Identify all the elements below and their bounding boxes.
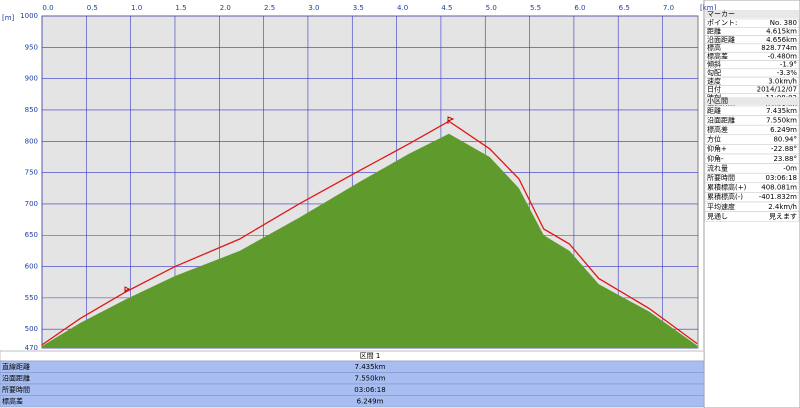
x-tick-label: 4.0 <box>397 4 408 12</box>
panel-row <box>704 211 800 222</box>
panel-label: 傾斜 <box>707 60 721 69</box>
x-tick-label: 0.5 <box>87 4 98 12</box>
panel-value: -22.88° <box>771 145 797 153</box>
panel-value: 828.774m <box>761 44 797 52</box>
panel-label: 標高差 <box>707 125 728 134</box>
panel-value: 7.435km <box>766 107 797 115</box>
table-label: 所要時間 <box>2 385 30 394</box>
panel-label: 方位 <box>707 135 721 144</box>
panel-header <box>705 10 799 18</box>
panel-value: 408.081m <box>761 184 797 192</box>
y-tick-label: 800 <box>25 137 38 145</box>
panel-value: 03:06:18 <box>766 174 797 182</box>
table-row <box>0 360 705 373</box>
x-tick-label: 6.5 <box>619 4 630 12</box>
panel-label: 所要時間 <box>707 173 735 182</box>
table-value: 03:06:18 <box>354 386 385 394</box>
panel-value: No. 380 <box>770 19 797 27</box>
route-line <box>41 120 698 346</box>
plot <box>41 120 698 348</box>
panel-title: マーカー <box>707 10 735 18</box>
table-row <box>0 372 705 385</box>
table-label: 直線距離 <box>2 362 30 371</box>
panel-label: 累積標高(+) <box>707 183 747 192</box>
panel-label: 沿面距離 <box>707 35 735 44</box>
table-row <box>0 383 705 396</box>
y-tick-label: 750 <box>25 169 38 177</box>
panel-label: 仰角+ <box>707 144 727 153</box>
x-tick-label: 2.0 <box>220 4 231 12</box>
panel-label: 標高 <box>707 43 721 52</box>
x-tick-label: 5.5 <box>530 4 541 12</box>
y-tick-label: 1000 <box>20 12 38 20</box>
panel-value: 2014/12/07 <box>757 86 797 94</box>
panel-label: ポイント: <box>707 19 737 27</box>
panel-label: 距離 <box>707 106 721 115</box>
x-tick-label: 1.0 <box>131 4 142 12</box>
panel-value: -0m <box>783 164 797 172</box>
x-unit: [km] <box>700 4 717 12</box>
panel-value: 4.615km <box>766 27 797 35</box>
table-label: 標高差 <box>2 397 23 406</box>
panel-value: -401.832m <box>759 193 797 201</box>
panel-label: 流れ量 <box>707 163 728 172</box>
x-tick-label: 5.0 <box>486 4 497 12</box>
y-tick-label: 600 <box>25 263 38 271</box>
panel-value: -3.3% <box>777 69 798 77</box>
y-tick-label: 550 <box>25 294 38 302</box>
y-tick-label: 950 <box>25 43 38 51</box>
y-tick-label: 470 <box>25 344 38 352</box>
panel-value: -1.9° <box>780 61 797 69</box>
y-tick-label: 700 <box>25 200 38 208</box>
panel-value: -0.480m <box>768 52 798 60</box>
panel-value: 見えます <box>769 212 797 220</box>
panel-value: 7.550km <box>766 116 797 124</box>
panel-label: 標高差 <box>707 51 728 60</box>
table-header <box>0 350 705 362</box>
y-tick-label: 850 <box>25 106 38 114</box>
panel-value: 80.94° <box>773 136 797 144</box>
panel-label: 経過時間 <box>707 101 735 110</box>
y-unit: [m] <box>2 14 15 22</box>
y-tick-label: 500 <box>25 325 38 333</box>
panel-header <box>705 97 799 105</box>
panel-label: 勾配 <box>707 68 721 77</box>
panel-label: 速度 <box>707 76 721 85</box>
panel-title: 小区間 <box>707 96 728 105</box>
panel-value: 4.656km <box>766 36 797 44</box>
x-tick-label: 0.0 <box>42 4 53 12</box>
table-value: 7.550km <box>355 375 386 383</box>
table-label: 沿面距離 <box>2 374 30 383</box>
panel-value: 2.4km/h <box>768 203 797 211</box>
panel-label: 累積標高(-) <box>707 192 743 201</box>
panel-value: 6.249m <box>770 126 797 134</box>
panel-label: 距離 <box>707 26 721 35</box>
x-tick-label: 3.0 <box>308 4 319 12</box>
table-row <box>0 395 705 408</box>
x-tick-label: 6.0 <box>574 4 585 12</box>
table-title: 区間 1 <box>360 352 381 360</box>
marker-flag <box>124 116 455 293</box>
panel-label: 見通し <box>707 211 728 220</box>
terrain-area <box>42 133 698 348</box>
y-tick-label: 900 <box>25 75 38 83</box>
panel-value: 3.0km/h <box>768 77 797 85</box>
x-tick-label: 7.0 <box>663 4 674 12</box>
panel-label: 仰角- <box>707 154 724 163</box>
table: 区間 1 直線距離 7.435km 沿面距離 7.550km 所要時間 03:06:18 標高… <box>0 350 705 408</box>
y-tick-label: 650 <box>25 231 38 239</box>
panel-label: 日付 <box>707 85 721 94</box>
x-tick-label: 1.5 <box>175 4 186 12</box>
x-tick-label: 3.5 <box>353 4 364 12</box>
panel-value: 23.88° <box>773 155 797 163</box>
panel-label: 沿面距離 <box>707 115 735 124</box>
x-tick-label: 2.5 <box>264 4 275 12</box>
table-value: 7.435km <box>355 363 386 371</box>
x-tick-label: 4.5 <box>441 4 452 12</box>
panel-label: 平均速度 <box>707 202 735 211</box>
table-value: 6.249m <box>357 398 384 406</box>
